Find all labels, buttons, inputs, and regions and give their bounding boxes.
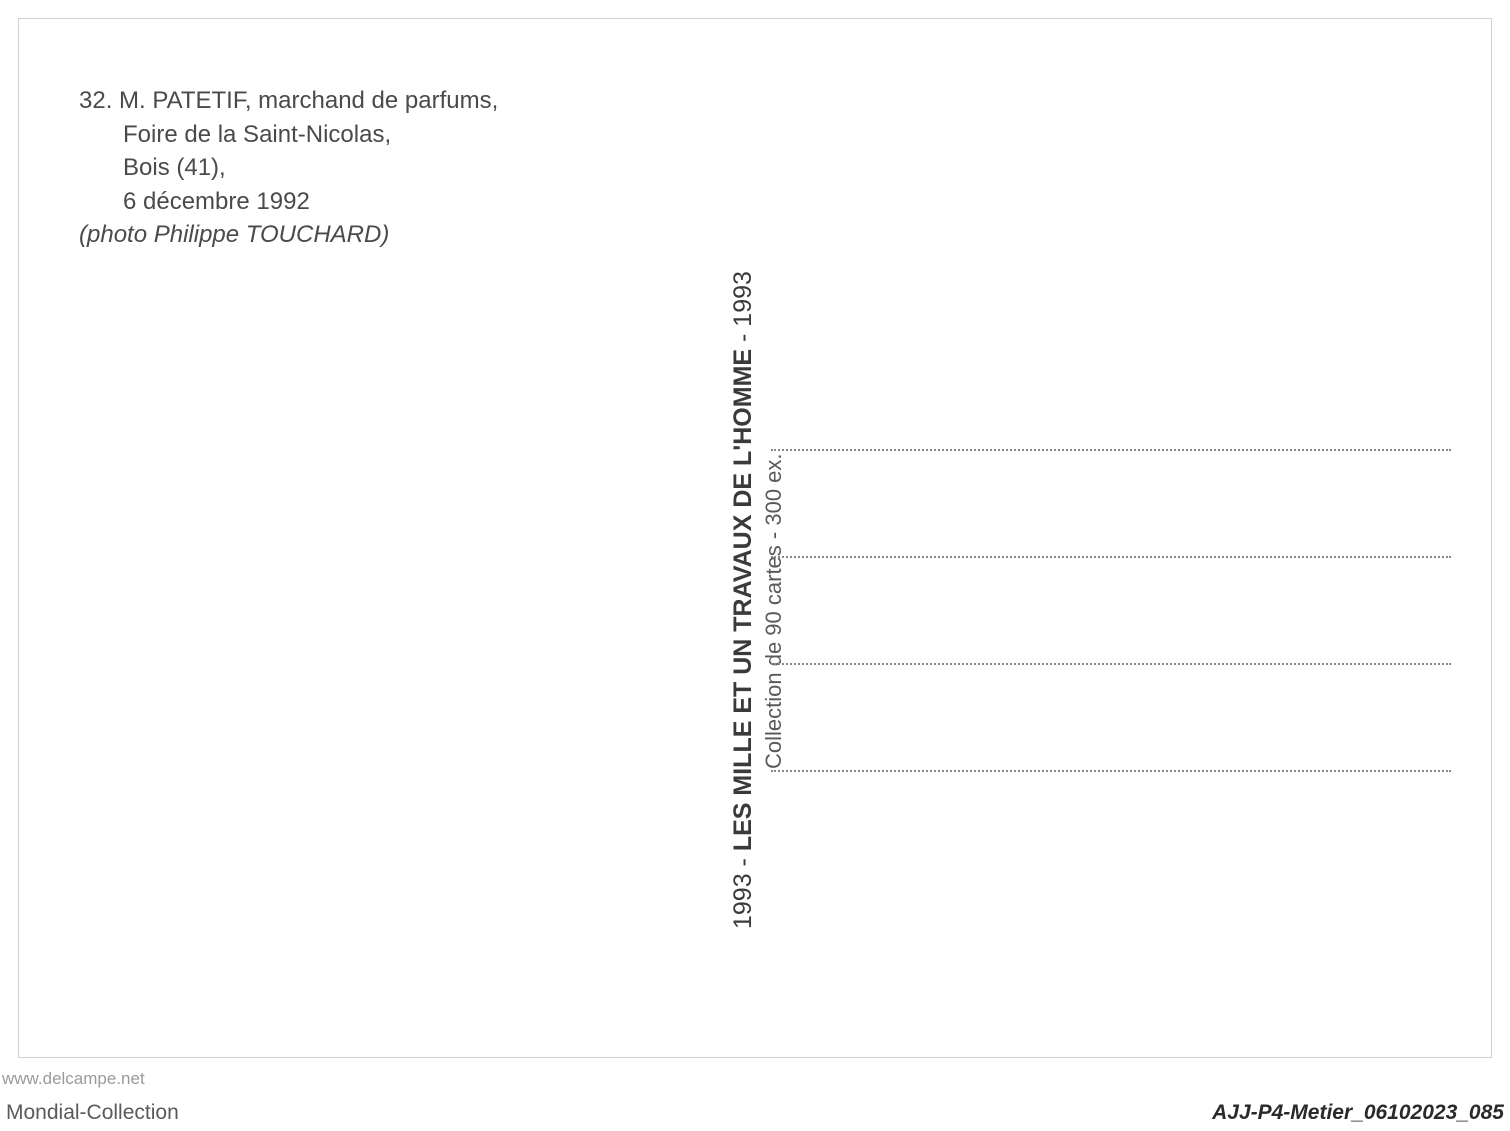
footer-bar: Mondial-Collection AJJ-P4-Metier_0610202…: [0, 1101, 1510, 1131]
caption-block: 32. M. PATETIF, marchand de parfums, Foi…: [79, 84, 498, 252]
address-line: [771, 556, 1451, 558]
title-bold: LES MILLE ET UN TRAVAUX DE L'HOMME: [729, 349, 757, 851]
address-line: [771, 663, 1451, 665]
caption-name: M. PATETIF,: [119, 87, 251, 114]
caption-line-3: Bois (41),: [123, 151, 498, 185]
caption-line1-rest: marchand de parfums,: [252, 87, 499, 114]
year-start: 1993 -: [729, 851, 757, 929]
address-line: [771, 449, 1451, 451]
caption-line-2: Foire de la Saint-Nicolas,: [123, 118, 498, 152]
collection-title: 1993 - LES MILLE ET UN TRAVAUX DE L'HOMM…: [729, 271, 758, 929]
footer-right: AJJ-P4-Metier_06102023_085: [1212, 1101, 1504, 1125]
caption-number: 32.: [79, 87, 112, 114]
address-lines-area: [771, 449, 1451, 877]
footer-left: Mondial-Collection: [6, 1101, 179, 1125]
postcard-back: 32. M. PATETIF, marchand de parfums, Foi…: [18, 18, 1492, 1058]
caption-photo-credit: (photo Philippe TOUCHARD): [79, 218, 498, 252]
caption-line-1: 32. M. PATETIF, marchand de parfums,: [79, 84, 498, 118]
watermark-url: www.delcampe.net: [2, 1069, 145, 1089]
page-container: 32. M. PATETIF, marchand de parfums, Foi…: [0, 0, 1510, 1131]
year-end: - 1993: [729, 271, 757, 349]
caption-line-4: 6 décembre 1992: [123, 185, 498, 219]
address-line: [771, 770, 1451, 772]
